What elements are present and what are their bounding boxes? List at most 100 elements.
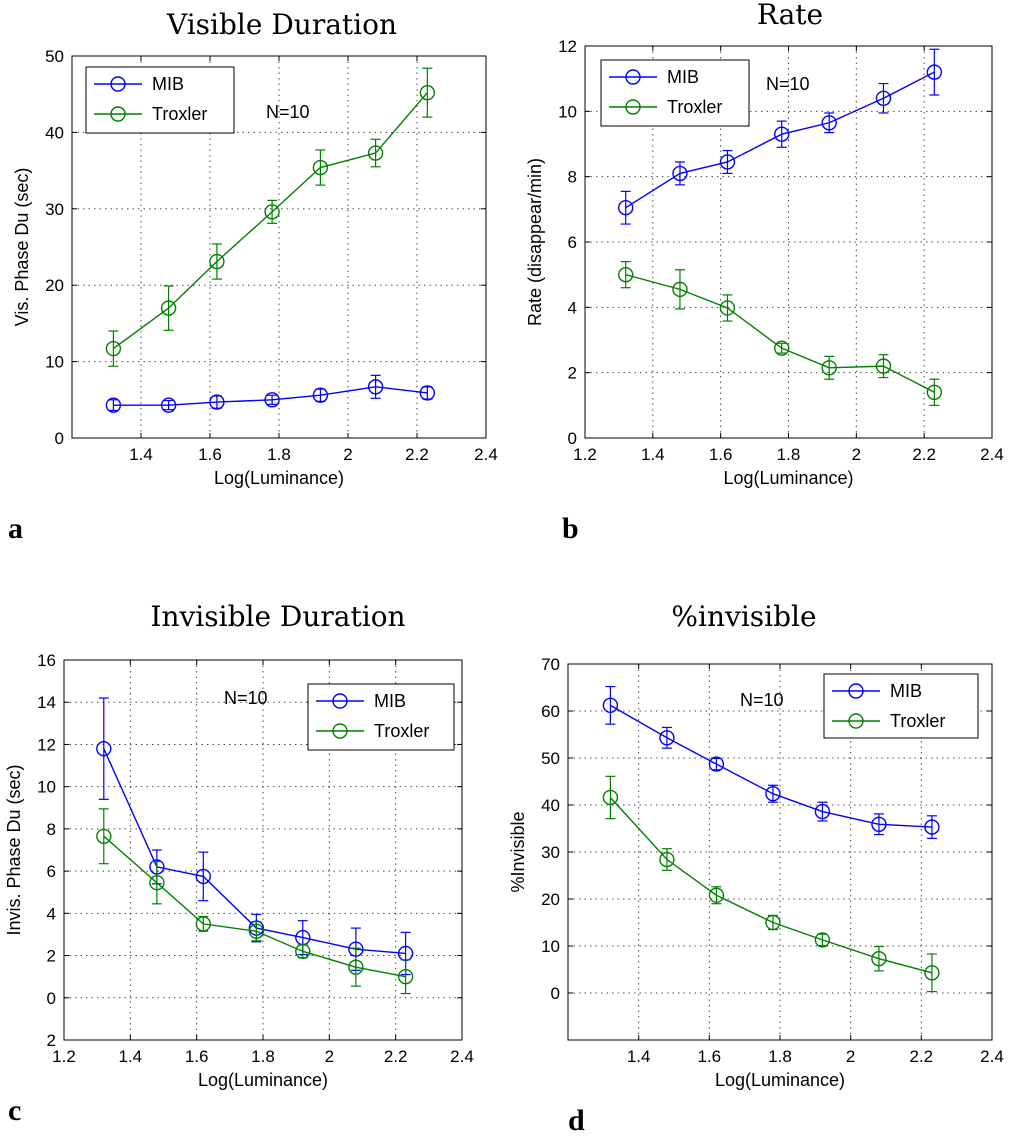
x-tick-label: 2.2 — [912, 445, 936, 464]
y-tick-label: 4 — [47, 904, 56, 923]
x-tick-label: 1.8 — [768, 1047, 792, 1066]
panel-letter: b — [562, 512, 579, 545]
legend-marker — [848, 683, 864, 699]
data-point — [160, 300, 177, 316]
y-tick-label: 50 — [541, 749, 560, 768]
data-point — [659, 730, 675, 746]
data-point — [659, 851, 675, 868]
y-tick-label: 2 — [47, 947, 56, 966]
data-point — [618, 199, 634, 216]
y-tick-label: 6 — [568, 233, 577, 252]
series-mib — [105, 374, 436, 413]
data-point — [419, 84, 436, 101]
x-tick-label: 2 — [846, 1047, 855, 1066]
y-tick-label: 20 — [541, 890, 560, 909]
x-tick-label: 1.8 — [267, 445, 291, 464]
x-tick-label: 2.2 — [405, 445, 429, 464]
x-tick-label: 2 — [852, 445, 861, 464]
x-tick-label: 1.4 — [641, 445, 665, 464]
y-tick-label: 60 — [541, 702, 560, 721]
y-axis-label: Rate (disappear/min) — [525, 158, 545, 326]
x-tick-label: 1.6 — [185, 1047, 209, 1066]
data-point — [209, 394, 225, 410]
data-point — [814, 932, 831, 948]
data-point — [312, 159, 329, 176]
legend-label: MIB — [374, 691, 406, 711]
y-tick-label: 40 — [541, 796, 560, 815]
legend-label: Troxler — [152, 104, 207, 124]
data-point — [105, 340, 122, 357]
series-troxler — [618, 261, 943, 406]
chart-title: Rate — [757, 0, 823, 31]
y-tick-label: 14 — [37, 693, 56, 712]
legend: MIB Troxler — [823, 673, 979, 739]
legend-label: Troxler — [667, 97, 722, 117]
data-point — [160, 397, 177, 413]
plot-frame — [63, 659, 463, 1041]
series-troxler — [105, 67, 436, 367]
series-mib — [618, 48, 943, 225]
y-tick-label: 10 — [541, 937, 560, 956]
y-tick-label: 20 — [45, 276, 64, 295]
data-point — [871, 816, 887, 832]
data-point — [397, 968, 414, 985]
data-point — [719, 154, 736, 170]
data-point — [871, 950, 887, 967]
series-line — [625, 273, 935, 393]
data-point — [419, 385, 436, 401]
x-axis-label: Log(Luminance) — [214, 468, 344, 488]
y-tick-label: 0 — [47, 989, 56, 1008]
x-axis-label: Log(Luminance) — [723, 468, 853, 488]
panel-letter: d — [568, 1104, 585, 1136]
plot-frame — [584, 45, 993, 439]
chart-panel-b: Rate b 1.2 1.4 1.6 1.8 2 2.2 2.4 0 2 4 6 8 10 12 Log(Lum… — [525, 0, 1004, 545]
chart-title: %invisible — [671, 600, 816, 633]
legend-box — [307, 683, 455, 751]
sample-size-annotation: N=10 — [224, 688, 268, 708]
x-tick-label: 1.4 — [627, 1047, 651, 1066]
data-point — [264, 392, 280, 408]
legend-marker — [110, 106, 126, 122]
data-point — [602, 789, 619, 806]
data-point — [774, 340, 790, 356]
x-tick-label: 1.4 — [119, 1047, 143, 1066]
series-mib — [602, 685, 940, 839]
legend-marker — [848, 713, 864, 729]
series-line — [113, 386, 428, 406]
data-point — [672, 165, 688, 182]
plot-frame — [71, 55, 487, 439]
x-tick-label: 1.6 — [698, 1047, 722, 1066]
legend-box — [85, 66, 235, 134]
x-tick-label: 1.2 — [52, 1047, 76, 1066]
data-point — [926, 384, 943, 400]
data-point — [105, 397, 122, 413]
y-axis-label: Invis. Phase Du (sec) — [4, 764, 24, 935]
data-point — [312, 387, 329, 403]
x-tick-label: 2.4 — [450, 1047, 474, 1066]
legend-marker — [625, 69, 641, 85]
data-point — [926, 64, 943, 80]
data-point — [195, 868, 212, 885]
data-point — [765, 914, 781, 931]
data-point — [348, 959, 364, 975]
x-tick-label: 2.2 — [384, 1047, 408, 1066]
data-point — [149, 875, 165, 891]
y-tick-label: 10 — [45, 353, 64, 372]
series-troxler — [96, 808, 414, 995]
y-tick-label: 8 — [47, 820, 56, 839]
legend-box — [600, 59, 750, 127]
y-tick-label: 0 — [551, 984, 560, 1003]
x-tick-label: 1.6 — [198, 445, 222, 464]
x-tick-label: 1.8 — [251, 1047, 275, 1066]
data-point — [96, 740, 112, 757]
legend-marker — [332, 693, 348, 709]
y-tick-label: 12 — [558, 37, 577, 56]
y-tick-label: 4 — [568, 298, 577, 317]
y-tick-label: 10 — [558, 102, 577, 121]
data-point — [672, 281, 688, 298]
y-tick-label: 16 — [37, 651, 56, 670]
y-tick-label: 40 — [45, 123, 64, 142]
legend-label: MIB — [890, 681, 922, 701]
x-tick-label: 1.6 — [709, 445, 733, 464]
legend-label: MIB — [667, 67, 699, 87]
